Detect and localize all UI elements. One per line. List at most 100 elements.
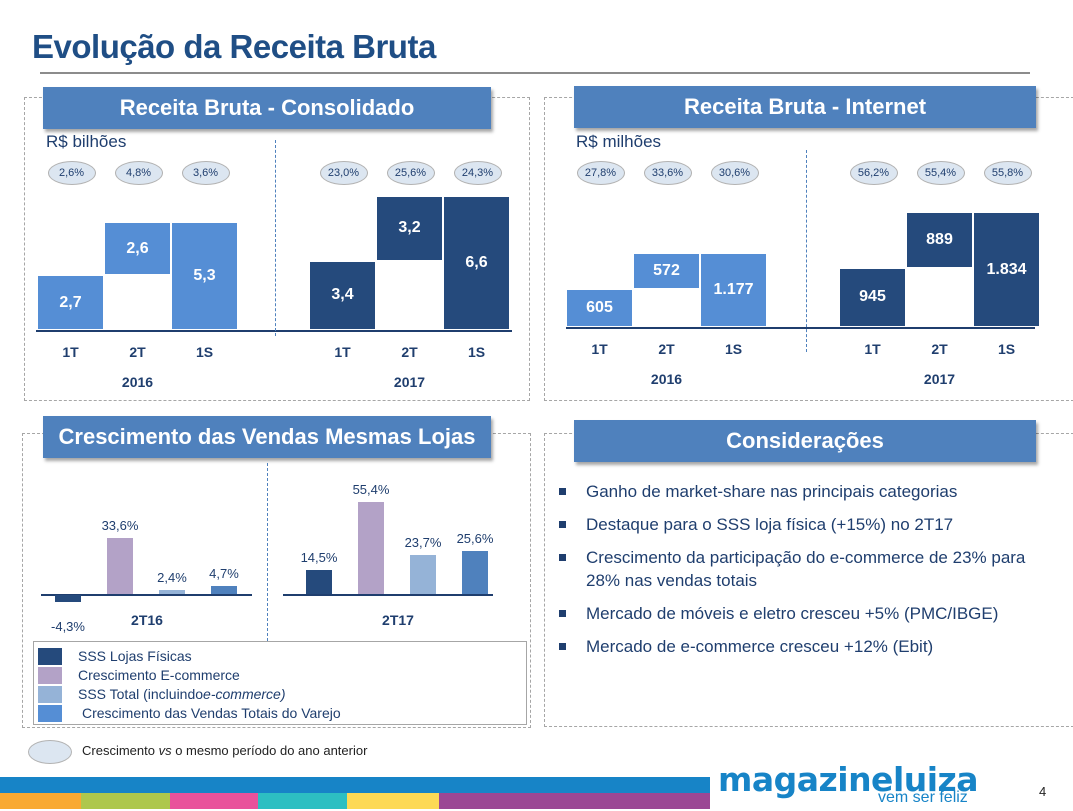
bar-2017-1S: 1.834 [973,212,1040,327]
growth-oval: 2,6% [47,161,96,185]
bar-2017-1T: 945 [839,267,906,327]
bar-2T17-series-0 [306,569,332,594]
bar-2017-1T: 3,4 [309,260,376,330]
legend-swatch [38,666,62,684]
bullet-square-icon [559,554,566,561]
period-label: 2T16 [131,612,163,628]
bar-2016-1T: 2,7 [37,275,104,330]
legend-item-varejo: Crescimento das Vendas Totais do Varejo [38,703,341,723]
bar-2T17-series-2 [410,554,436,594]
bar-2017-2T: 3,2 [376,196,443,261]
x-axis [36,330,512,332]
growth-oval: 55,8% [983,161,1032,185]
data-label: 23,7% [404,534,442,550]
bullet-square-icon [559,643,566,650]
growth-note: Crescimento vs o mesmo período do ano an… [82,743,368,758]
year-label: 2016 [650,371,683,387]
legend-label-italic: e-commerce) [203,686,286,702]
tick-label: 2T [931,341,948,357]
x-axis [566,327,1035,329]
data-label: -4,3% [51,619,85,634]
legend-item-sss-lojas: SSS Lojas Físicas [38,646,192,666]
x-axis-2T16 [41,594,252,596]
data-label: 33,6% [101,518,139,534]
growth-oval: 4,8% [114,161,163,185]
bar-2016-2T: 572 [633,253,700,290]
internet-banner: Receita Bruta - Internet [574,86,1036,128]
data-label: 55,4% [352,482,390,497]
legend-swatch [38,685,62,703]
sss-title: Crescimento das Vendas Mesmas Lojas [58,424,476,449]
bullet-item: Ganho de market-share nas principais cat… [555,480,1055,503]
tick-label: 1S [724,341,743,357]
tick-label: 1T [62,344,79,360]
growth-oval: 56,2% [849,161,898,185]
brand-logo: magazineluiza [718,760,979,799]
period-divider [267,463,268,641]
tick-label: 1T [591,341,608,357]
legend-swatch [38,647,62,665]
title-divider [40,72,1030,74]
bar-2017-1S: 6,6 [443,196,510,330]
considerations-list: Ganho de market-share nas principais cat… [555,480,1055,668]
tick-label: 2T [129,344,146,360]
tick-label: 2T [658,341,675,357]
sss-banner: Crescimento das Vendas Mesmas Lojas [43,416,491,458]
legend-swatch [38,704,62,722]
growth-oval: 3,6% [181,161,230,185]
bullet-square-icon [559,521,566,528]
tick-label: 1T [334,344,351,360]
bar-2T16-series-0 [55,595,81,603]
growth-oval: 24,3% [453,161,502,185]
year-divider [275,140,276,336]
bullet-item: Mercado de e-commerce cresceu +12% (Ebit… [555,635,1055,658]
bullet-item: Mercado de móveis e eletro cresceu +5% (… [555,602,1055,625]
growth-oval: 23,0% [319,161,368,185]
year-label: 2016 [121,374,154,390]
bullet-square-icon [559,488,566,495]
bar-2T17-series-3 [462,551,488,594]
bar-2016-1T: 605 [566,289,633,327]
bar-2T16-series-1 [107,538,133,594]
data-label: 25,6% [456,531,494,547]
consolidado-title: Receita Bruta - Consolidado [119,95,415,120]
internet-title: Receita Bruta - Internet [683,94,927,119]
consolidado-banner: Receita Bruta - Consolidado [43,87,491,129]
bar-2T17-series-1 [358,502,384,594]
consideracoes-title: Considerações [726,428,884,453]
footer-stripe-blue [0,777,710,793]
bar-2016-1S: 5,3 [171,222,238,330]
growth-oval: 30,6% [710,161,759,185]
consideracoes-banner: Considerações [574,420,1036,462]
growth-oval: 27,8% [576,161,625,185]
legend-label: Crescimento das Vendas Totais do Varejo [82,705,341,721]
bar-2016-2T: 2,6 [104,222,171,276]
year-divider [806,150,807,352]
growth-oval-icon [28,740,72,764]
footer-stripe [0,793,81,809]
consolidado-unit: R$ bilhões [46,132,127,151]
page-number: 4 [1039,784,1047,799]
growth-oval: 25,6% [386,161,435,185]
tick-label: 1S [467,344,486,360]
data-label: 4,7% [209,566,239,582]
footer-stripe [258,793,347,809]
footer-stripe [347,793,439,809]
data-label: 14,5% [300,549,338,565]
internet-unit: R$ milhões [576,132,662,151]
sss-legend: SSS Lojas Físicas Crescimento E-commerce… [33,641,527,725]
bar-2T16-series-2 [159,590,185,594]
tick-label: 1T [864,341,881,357]
legend-label: SSS Lojas Físicas [78,648,192,664]
footer-stripe [439,793,710,809]
tick-label: 1S [997,341,1016,357]
bar-2T16-series-3 [211,586,237,594]
legend-item-sss-total: SSS Total (incluindo e-commerce) [38,684,286,704]
year-label: 2017 [923,371,956,387]
legend-label: SSS Total (incluindo [78,686,204,702]
legend-label: Crescimento E-commerce [78,667,240,683]
bar-2016-1S: 1.177 [700,253,767,327]
bullet-square-icon [559,610,566,617]
growth-oval: 55,4% [916,161,965,185]
year-label: 2017 [393,374,426,390]
